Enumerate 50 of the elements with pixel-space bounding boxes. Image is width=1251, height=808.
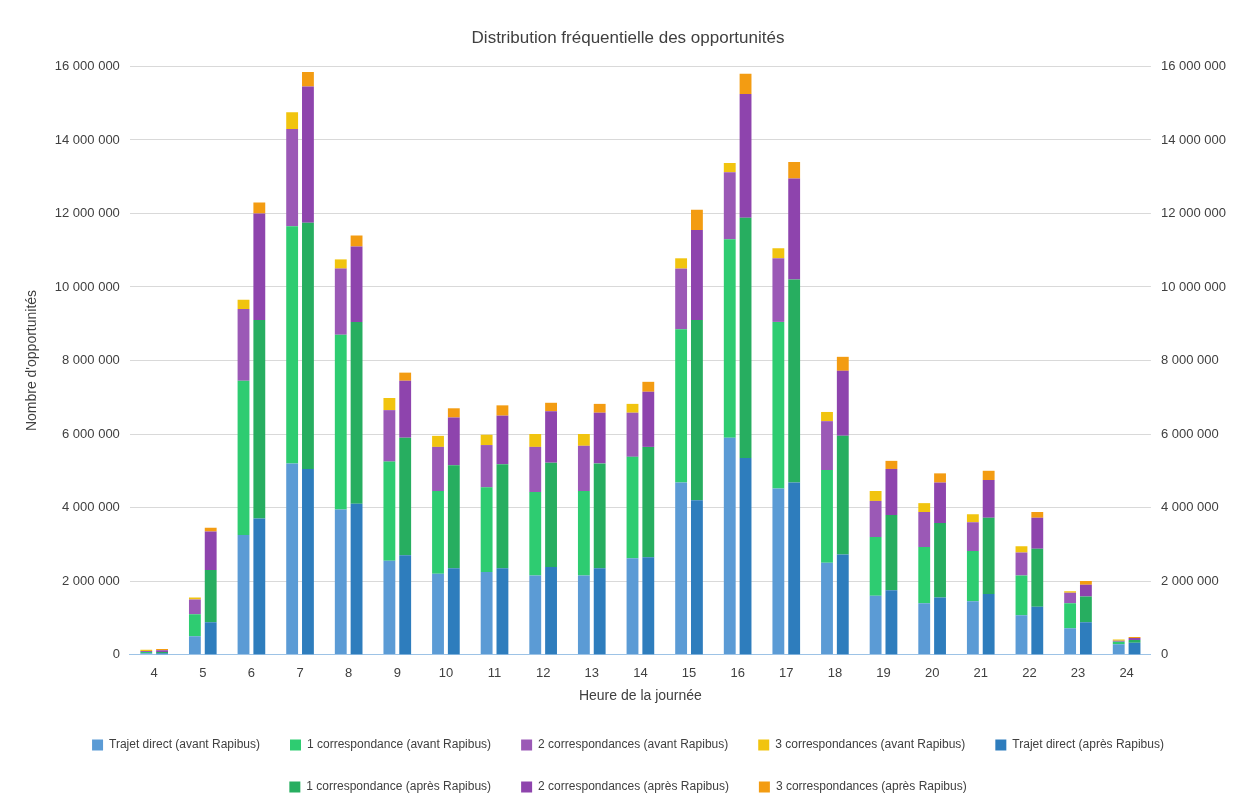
x-tick-label: 5 xyxy=(199,664,207,680)
x-tick-label: 24 xyxy=(1119,664,1134,680)
x-tick-label: 22 xyxy=(1022,664,1037,680)
x-axis-title: Heure de la journée xyxy=(578,687,703,704)
y-tick-label: 4 000 000 xyxy=(62,499,120,515)
legend-label: 3 correspondances (après Rapibus) xyxy=(775,779,967,794)
legend-label: 2 correspondances (avant Rapibus) xyxy=(538,737,729,752)
x-tick-label: 14 xyxy=(633,664,648,680)
x-tick-label: 7 xyxy=(296,664,304,680)
x-tick-label: 15 xyxy=(681,664,697,680)
y2-tick-label: 6 000 000 xyxy=(1160,425,1219,441)
y-tick-label: 0 xyxy=(112,646,120,662)
y2-tick-label: 10 000 000 xyxy=(1160,278,1227,294)
y-tick-label: 2 000 000 xyxy=(62,572,120,588)
x-tick-label: 8 xyxy=(345,664,353,680)
legend-label: Trajet direct (avant Rapibus) xyxy=(109,737,261,752)
x-tick-label: 13 xyxy=(584,664,600,680)
x-tick-label: 12 xyxy=(535,664,551,680)
y-axis-title: Nombre d'opportunités xyxy=(23,289,40,432)
y2-tick-label: 14 000 000 xyxy=(1160,131,1227,147)
x-tick-label: 6 xyxy=(247,664,256,680)
x-tick-label: 18 xyxy=(827,664,843,680)
x-tick-label: 17 xyxy=(779,664,794,680)
legend-label: 2 correspondances (après Rapibus) xyxy=(538,779,729,794)
y2-tick-label: 16 000 000 xyxy=(1160,57,1227,73)
x-tick-label: 16 xyxy=(730,664,745,680)
x-tick-label: 9 xyxy=(393,664,401,680)
y2-tick-label: 4 000 000 xyxy=(1160,499,1219,515)
y-tick-label: 8 000 000 xyxy=(62,352,120,368)
x-tick-label: 4 xyxy=(150,664,158,680)
y-tick-label: 14 000 000 xyxy=(54,131,120,147)
legend-label: 3 correspondances (avant Rapibus) xyxy=(775,737,966,752)
y2-tick-label: 0 xyxy=(1160,646,1169,662)
y2-tick-label: 2 000 000 xyxy=(1160,572,1219,588)
legend-label: 1 correspondance (après Rapibus) xyxy=(306,779,492,794)
y-tick-label: 12 000 000 xyxy=(54,205,120,221)
x-tick-label: 10 xyxy=(438,664,454,680)
legend-label: 1 correspondance (avant Rapibus) xyxy=(307,737,492,752)
x-tick-label: 20 xyxy=(924,664,940,680)
chart-title: Distribution fréquentielle des opportunités xyxy=(471,27,785,47)
y-tick-label: 16 000 000 xyxy=(54,57,120,73)
legend-label: Trajet direct (après Rapibus) xyxy=(1012,737,1164,752)
x-tick-label: 11 xyxy=(487,664,502,680)
y2-tick-label: 8 000 000 xyxy=(1160,352,1219,368)
x-tick-label: 23 xyxy=(1070,664,1086,680)
y-tick-label: 6 000 000 xyxy=(62,425,120,441)
x-tick-label: 21 xyxy=(973,664,988,680)
y2-tick-label: 12 000 000 xyxy=(1160,205,1227,221)
x-tick-label: 19 xyxy=(876,664,891,680)
y-tick-label: 10 000 000 xyxy=(54,278,120,294)
